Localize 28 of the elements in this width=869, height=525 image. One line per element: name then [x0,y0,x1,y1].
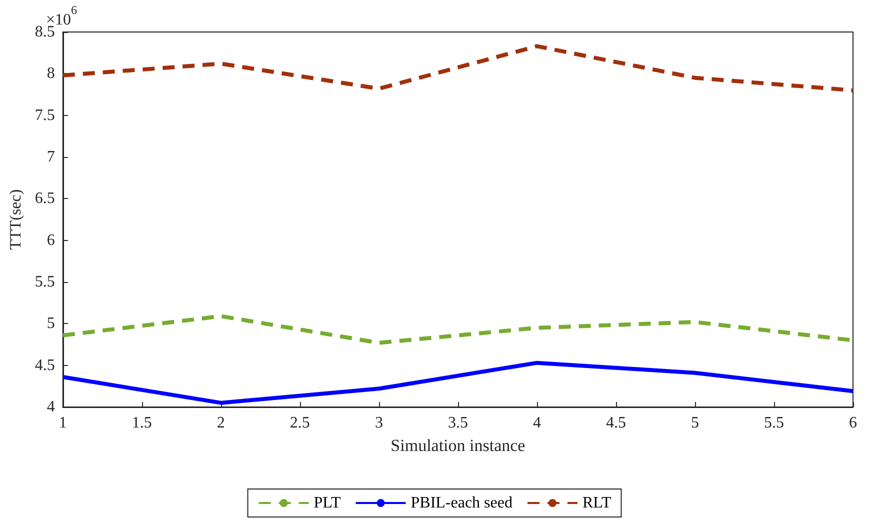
legend-label: PBIL-each seed [410,494,512,512]
x-tick-label: 3 [374,414,383,432]
x-tick-label: 1.5 [132,414,152,432]
x-tick-label: 6 [849,414,857,432]
y-tick-label: 5.5 [34,274,55,290]
y-tick-label: 8.5 [34,24,55,40]
x-tick-label: 2 [216,414,225,432]
x-tick-label: 3.5 [448,414,468,432]
legend-label: RLT [582,494,612,512]
y-axis-title: TTT(sec) [8,189,24,250]
x-tick-label: 4 [532,414,541,432]
x-tick-label: 1 [58,414,67,432]
line-series [60,360,855,405]
y-tick-label: 7.5 [34,106,55,124]
y-tick-label: 4 [46,398,55,416]
x-tick-label: 4.5 [606,414,626,432]
y-tick-label: 4.5 [34,356,55,374]
y-tick-label: 7 [46,148,55,166]
y-tick-label: 5 [46,315,55,332]
legend-label: PLT [314,494,341,512]
x-axis-title: Simulation instance [390,436,526,455]
y-tick-label: 6.5 [34,190,55,208]
x-tick-label: 5.5 [764,414,784,432]
y-tick-label: 6 [46,232,55,249]
x-tick-label: 5 [690,414,699,432]
y-tick-label: 8 [46,65,55,82]
line-series [60,44,855,92]
x-tick-label: 2.5 [290,414,310,432]
